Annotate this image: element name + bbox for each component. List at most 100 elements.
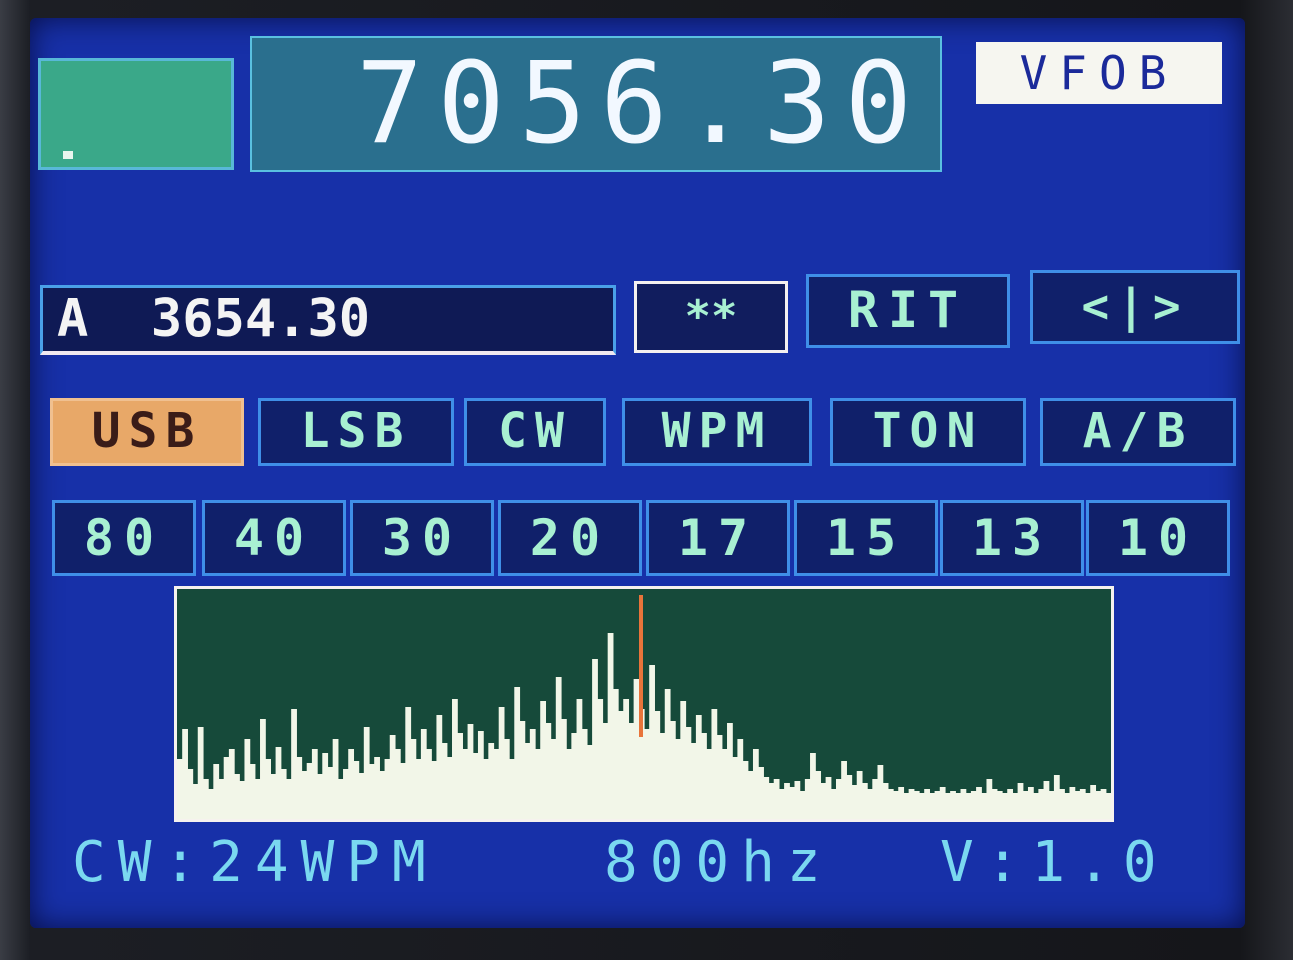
spectrum-bin [524, 743, 531, 819]
spectrum-bin [581, 729, 588, 819]
mode-button-wpm[interactable]: WPM [622, 398, 812, 466]
spectrum-bin [368, 764, 375, 819]
main-frequency-display[interactable]: 7056.30 [250, 36, 942, 172]
spectrum-plot [177, 595, 1111, 819]
band-button-40[interactable]: 40 [202, 500, 346, 576]
spectrum-bin [654, 711, 661, 819]
spectrum-bin [841, 761, 847, 819]
spectrum-bin [265, 759, 271, 819]
spectrum-bin [576, 699, 583, 819]
spectrum-bin [384, 759, 391, 819]
spectrum-bin [695, 715, 702, 819]
spectrum-bin [638, 709, 645, 819]
spectrum-bin [737, 739, 744, 819]
spectrum-bin [400, 763, 406, 819]
spectrum-bin [472, 753, 479, 819]
spectrum-baseline [177, 793, 1111, 819]
tuning-marker [639, 595, 643, 737]
spectrum-bin [560, 719, 567, 819]
status-version: V:1.0 [940, 830, 1169, 895]
spectrum-bin [213, 764, 220, 819]
spectrum-bin [197, 727, 204, 819]
spectrum-bin [374, 757, 380, 819]
spectrum-bin [177, 759, 183, 819]
star-button[interactable]: ** [634, 281, 788, 353]
spectrum-bin [727, 723, 733, 819]
spectrum-bin [690, 743, 697, 819]
spectrum-bin [452, 699, 458, 819]
spectrum-bin [353, 761, 360, 819]
mode-button-ab[interactable]: A/B [1040, 398, 1236, 466]
spectrum-bin [732, 757, 738, 819]
spectrum-bin [441, 743, 448, 819]
spectrum-bin [716, 735, 723, 819]
spectrum-bin [426, 749, 432, 819]
spectrum-bin [555, 677, 562, 819]
status-cw-speed: CW:24WPM [72, 830, 438, 895]
spectrum-bin [877, 765, 884, 819]
spectrum-bin [431, 761, 438, 819]
band-button-30[interactable]: 30 [350, 500, 494, 576]
spectrum-bin [322, 753, 329, 819]
mode-button-ton[interactable]: TON [830, 398, 1026, 466]
spectrum-bin [519, 721, 526, 819]
spectrum-bin [275, 747, 282, 819]
vfo-indicator[interactable]: VFOB [976, 42, 1222, 104]
spectrum-bin [483, 759, 489, 819]
spectrum-bin [467, 724, 474, 819]
spectrum-bin [446, 757, 453, 819]
band-button-17[interactable]: 17 [646, 500, 790, 576]
spectrum-bin [514, 687, 521, 819]
spectrum-bin [493, 749, 500, 819]
spectrum-bin [509, 759, 515, 819]
spectrum-bin [436, 715, 443, 819]
spectrum-bin [550, 739, 557, 819]
band-button-20[interactable]: 20 [498, 500, 642, 576]
band-button-15[interactable]: 15 [794, 500, 938, 576]
spectrum-bin [623, 699, 630, 819]
spectrum-bin [721, 749, 728, 819]
band-button-13[interactable]: 13 [940, 500, 1084, 576]
mode-button-usb[interactable]: USB [50, 398, 244, 466]
spectrum-bin [410, 739, 417, 819]
spectrum-bin [244, 739, 251, 819]
spectrum-bin [597, 699, 604, 819]
spectrum-bin [633, 679, 640, 819]
spectrum-bin [394, 749, 401, 819]
rit-button[interactable]: RIT [806, 274, 1010, 348]
spectrum-bin [296, 757, 303, 819]
spectrum-bin [420, 729, 427, 819]
spectrum-bin [649, 665, 655, 819]
spectrum-bin [498, 707, 505, 819]
spectrum-bin [810, 753, 816, 819]
spectrum-bin [182, 729, 188, 819]
spectrum-bin [566, 749, 572, 819]
spectrum-display[interactable] [174, 586, 1114, 822]
mode-button-cw[interactable]: CW [464, 398, 606, 466]
step-button[interactable]: <|> [1030, 270, 1240, 344]
spectrum-bin [612, 689, 619, 819]
spectrum-bin [462, 749, 469, 819]
band-button-80[interactable]: 80 [52, 500, 196, 576]
spectrum-bin [503, 739, 510, 819]
spectrum-bin [332, 739, 339, 819]
spectrum-bin [477, 731, 484, 819]
spectrum-bin [586, 745, 593, 819]
spectrum-bin [488, 743, 495, 819]
spectrum-bin [701, 733, 707, 819]
spectrum-bin [540, 701, 547, 819]
spectrum-bin [664, 689, 671, 819]
spectrum-bin [669, 721, 676, 819]
band-button-10[interactable]: 10 [1086, 500, 1230, 576]
mode-button-lsb[interactable]: LSB [258, 398, 454, 466]
sub-frequency-display[interactable]: A 3654.30 [40, 285, 616, 355]
spectrum-bin [291, 709, 297, 819]
spectrum-bin [607, 633, 614, 819]
spectrum-bin [602, 723, 609, 819]
spectrum-bin [711, 709, 718, 819]
spectrum-bin [675, 739, 681, 819]
spectrum-bin [415, 759, 422, 819]
status-tone: 800hz [604, 830, 833, 895]
spectrum-bin [592, 659, 598, 819]
spectrum-bin [644, 729, 650, 819]
